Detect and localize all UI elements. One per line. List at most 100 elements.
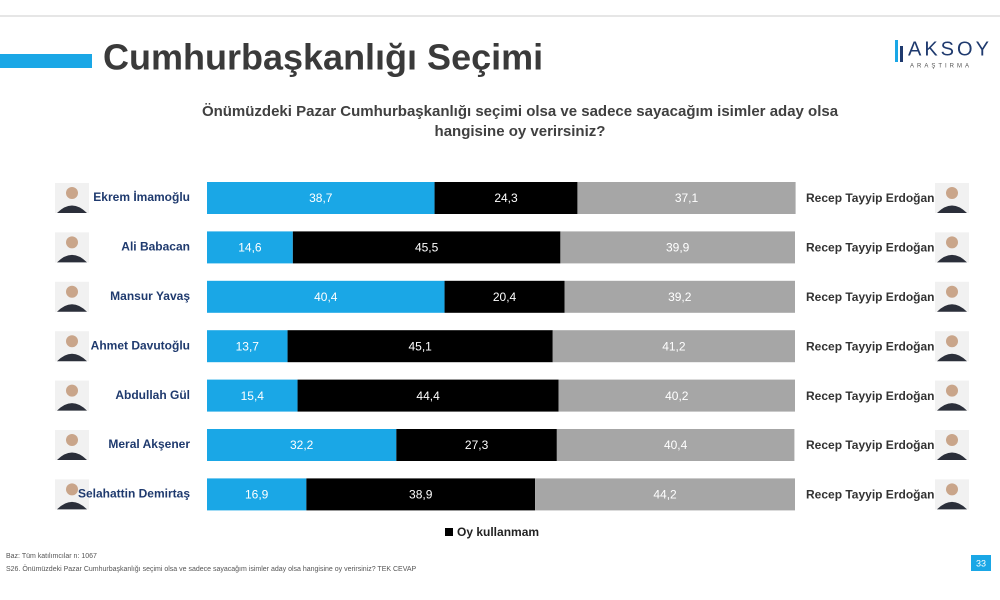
value-label: 44,2 (653, 488, 677, 502)
bar-segment (207, 330, 288, 363)
bar-segment (207, 429, 397, 461)
value-label: 40,4 (314, 290, 338, 304)
bar-segment (207, 182, 435, 214)
photo-body (57, 403, 87, 411)
bar-segment (558, 379, 795, 412)
bar-segment (396, 429, 557, 461)
photo-head (66, 335, 78, 348)
category-label: Abdullah Gül (115, 388, 190, 402)
value-label: 24,3 (494, 191, 518, 205)
bar-segment (552, 330, 795, 363)
category-label: Ekrem İmamoğlu (93, 189, 190, 204)
bar-segment (535, 478, 795, 511)
page-number: 33 (976, 558, 986, 568)
value-label: 32,2 (290, 438, 314, 452)
bar-segment (292, 231, 561, 264)
bar-segment (306, 478, 536, 511)
value-label: 16,9 (245, 488, 269, 502)
right-label: Recep Tayyip Erdoğan (806, 438, 934, 452)
value-label: 20,4 (493, 290, 517, 304)
photo-body (937, 254, 967, 263)
photo-body (937, 403, 967, 411)
photo-head (946, 483, 958, 496)
photo-body (937, 353, 967, 362)
photo-body (57, 501, 87, 510)
value-label: 13,7 (236, 339, 260, 353)
photo-body (57, 452, 87, 460)
right-label: Recep Tayyip Erdoğan (806, 241, 934, 255)
photo-body (57, 304, 87, 312)
category-label: Meral Akşener (108, 437, 190, 451)
bar-segment (207, 379, 298, 412)
category-label: Ali Babacan (121, 240, 190, 254)
chart-subtitle: Önümüzdeki Pazar Cumhurbaşkanlığı seçimi… (202, 103, 839, 120)
bar-segment (560, 231, 795, 264)
value-label: 40,4 (664, 438, 688, 452)
photo-head (66, 236, 78, 249)
bar-segment (577, 182, 796, 214)
right-label: Recep Tayyip Erdoğan (806, 488, 934, 502)
right-label: Recep Tayyip Erdoğan (806, 389, 934, 403)
bar-segment (297, 379, 559, 412)
right-label: Recep Tayyip Erdoğan (806, 191, 934, 205)
legend-swatch (445, 528, 453, 536)
value-label: 39,2 (668, 290, 692, 304)
value-label: 39,9 (666, 241, 690, 255)
photo-head (946, 335, 958, 348)
value-label: 14,6 (238, 241, 262, 255)
slide-title: Cumhurbaşkanlığı Seçimi (103, 37, 543, 78)
title-stripe (0, 54, 92, 68)
logo-mark (895, 40, 898, 62)
category-label: Ahmet Davutoğlu (91, 338, 190, 352)
value-label: 27,3 (465, 438, 489, 452)
value-label: 37,1 (675, 191, 699, 205)
bar-segment (564, 280, 795, 313)
photo-body (937, 452, 967, 460)
bar-segment (287, 330, 553, 363)
photo-head (946, 434, 958, 446)
photo-body (57, 254, 87, 263)
bar-segment (444, 280, 565, 313)
footer-base: Baz: Tüm katılımcılar n: 1067 (6, 553, 97, 560)
footer-question: S26. Önümüzdeki Pazar Cumhurbaşkanlığı s… (6, 565, 417, 573)
photo-head (66, 285, 78, 298)
photo-head (66, 384, 78, 397)
photo-head (946, 285, 958, 298)
photo-body (937, 501, 967, 510)
value-label: 45,1 (408, 339, 432, 353)
photo-body (57, 205, 87, 213)
bar-segment (207, 478, 307, 511)
legend-label: Oy kullanmam (457, 525, 539, 539)
category-label: Selahattin Demirtaş (78, 487, 190, 501)
category-label: Mansur Yavaş (110, 289, 190, 303)
page-badge (971, 555, 991, 571)
value-label: 41,2 (662, 339, 686, 353)
value-label: 38,7 (309, 191, 333, 205)
photo-body (937, 304, 967, 312)
bar-segment (434, 182, 578, 214)
value-label: 40,2 (665, 389, 689, 403)
photo-head (946, 236, 958, 249)
value-label: 38,9 (409, 488, 433, 502)
bar-segment (207, 231, 293, 264)
photo-head (66, 483, 78, 496)
value-label: 15,4 (241, 389, 265, 403)
photo-head (946, 384, 958, 397)
chart-subtitle: hangisine oy verirsiniz? (435, 123, 606, 140)
photo-head (66, 434, 78, 446)
right-label: Recep Tayyip Erdoğan (806, 290, 934, 304)
photo-body (937, 205, 967, 213)
photo-head (946, 187, 958, 199)
bar-segment (556, 429, 795, 461)
photo-head (66, 187, 78, 199)
logo: AKSOY ARAŞTIRMA (895, 38, 992, 70)
value-label: 45,5 (415, 241, 439, 255)
photo-body (57, 353, 87, 362)
logo-subtext: ARAŞTIRMA (910, 64, 972, 70)
logo-mark (900, 46, 903, 62)
right-label: Recep Tayyip Erdoğan (806, 339, 934, 353)
bar-segment (207, 280, 445, 313)
logo-text: AKSOY (908, 38, 992, 60)
value-label: 44,4 (416, 389, 440, 403)
